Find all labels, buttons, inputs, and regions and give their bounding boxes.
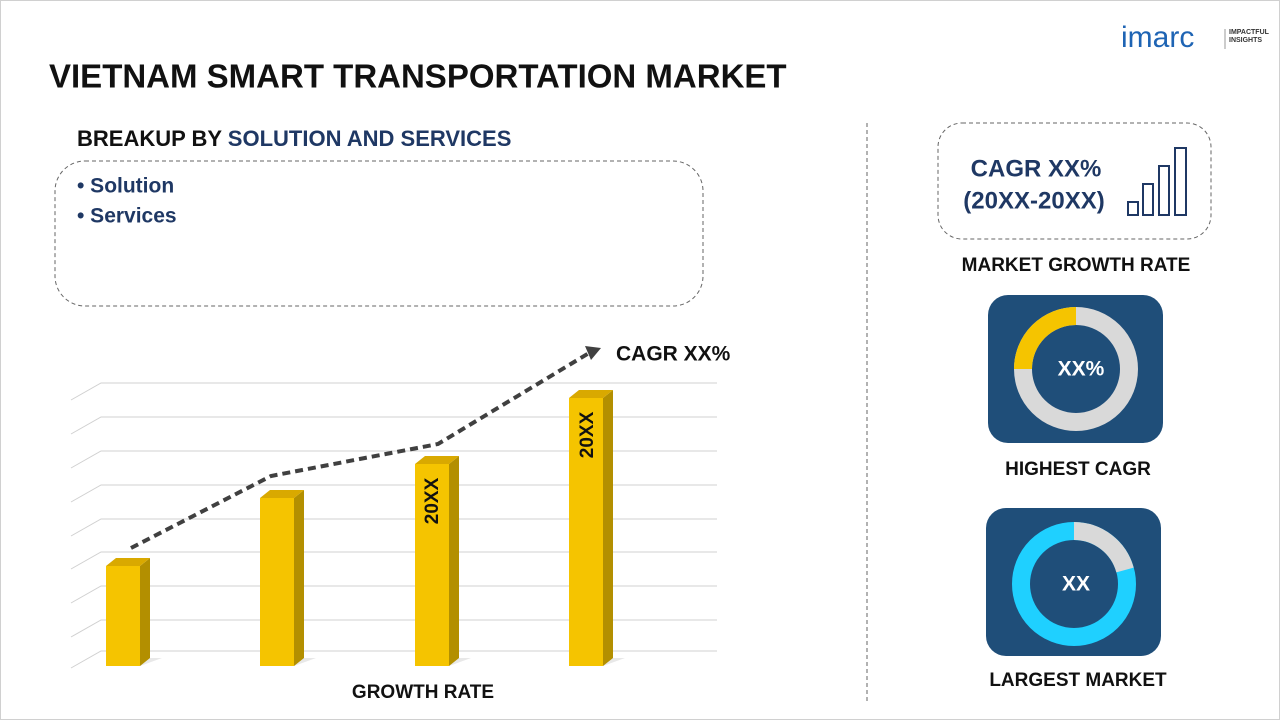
grid-line	[70, 551, 717, 570]
grid-line	[70, 416, 717, 435]
bar-front	[415, 464, 449, 666]
growth-period: (20XX-20XX)	[963, 187, 1104, 214]
chart-grid	[70, 382, 717, 669]
grid-line	[70, 518, 717, 537]
breakup-prefix: BREAKUP BY	[77, 126, 222, 151]
breakup-item: • Solution	[77, 175, 174, 198]
cagr-value: XX%	[1058, 358, 1105, 381]
donut-arc	[1073, 522, 1134, 573]
breakup-box	[54, 160, 704, 307]
bar-top	[260, 490, 304, 498]
chart-cagr: CAGR XX%	[616, 343, 731, 366]
grid-line	[70, 650, 717, 669]
chart-axis-label: GROWTH RATE	[352, 682, 494, 703]
grid-line	[70, 484, 717, 503]
logo-tagline: IMPACTFUL INSIGHTS	[1229, 29, 1269, 44]
growth-cagr: CAGR XX%	[971, 155, 1102, 182]
cagr-caption: HIGHEST CAGR	[1005, 459, 1151, 480]
bar-front	[260, 498, 294, 666]
bar-front	[106, 566, 140, 666]
growth-caption: MARKET GROWTH RATE	[962, 255, 1191, 276]
title: VIETNAM SMART TRANSPORTATION MARKET	[49, 58, 787, 95]
grid-line	[70, 585, 717, 604]
breakup-heading: BREAKUP BY SOLUTION AND SERVICES	[77, 126, 511, 151]
bar-side	[140, 558, 150, 666]
grid-line	[70, 382, 717, 401]
market-value: XX	[1062, 573, 1090, 596]
bar-label: 20XX	[422, 477, 443, 524]
bar-top	[569, 390, 613, 398]
market-caption: LARGEST MARKET	[989, 670, 1167, 691]
bar-side	[294, 490, 304, 666]
breakup-item: • Services	[77, 205, 177, 228]
growth-icon	[1127, 147, 1187, 216]
donut-arc	[1014, 307, 1077, 370]
grid-line	[70, 450, 717, 469]
chart-bars	[106, 390, 625, 666]
bar-side	[449, 456, 459, 666]
bar-top	[415, 456, 459, 464]
logo-tagline-box: IMPACTFUL INSIGHTS	[1229, 29, 1269, 44]
trend-line	[130, 351, 591, 550]
logo-brand: imarc	[1121, 21, 1194, 54]
bar-label: 20XX	[577, 411, 598, 458]
bar-side	[603, 390, 613, 666]
growth-box	[937, 122, 1212, 240]
bar-top	[106, 558, 150, 566]
grid-line	[70, 619, 717, 638]
trend-arrow	[585, 346, 601, 360]
breakup-topic: SOLUTION AND SERVICES	[228, 126, 512, 151]
bar-front	[569, 398, 603, 666]
